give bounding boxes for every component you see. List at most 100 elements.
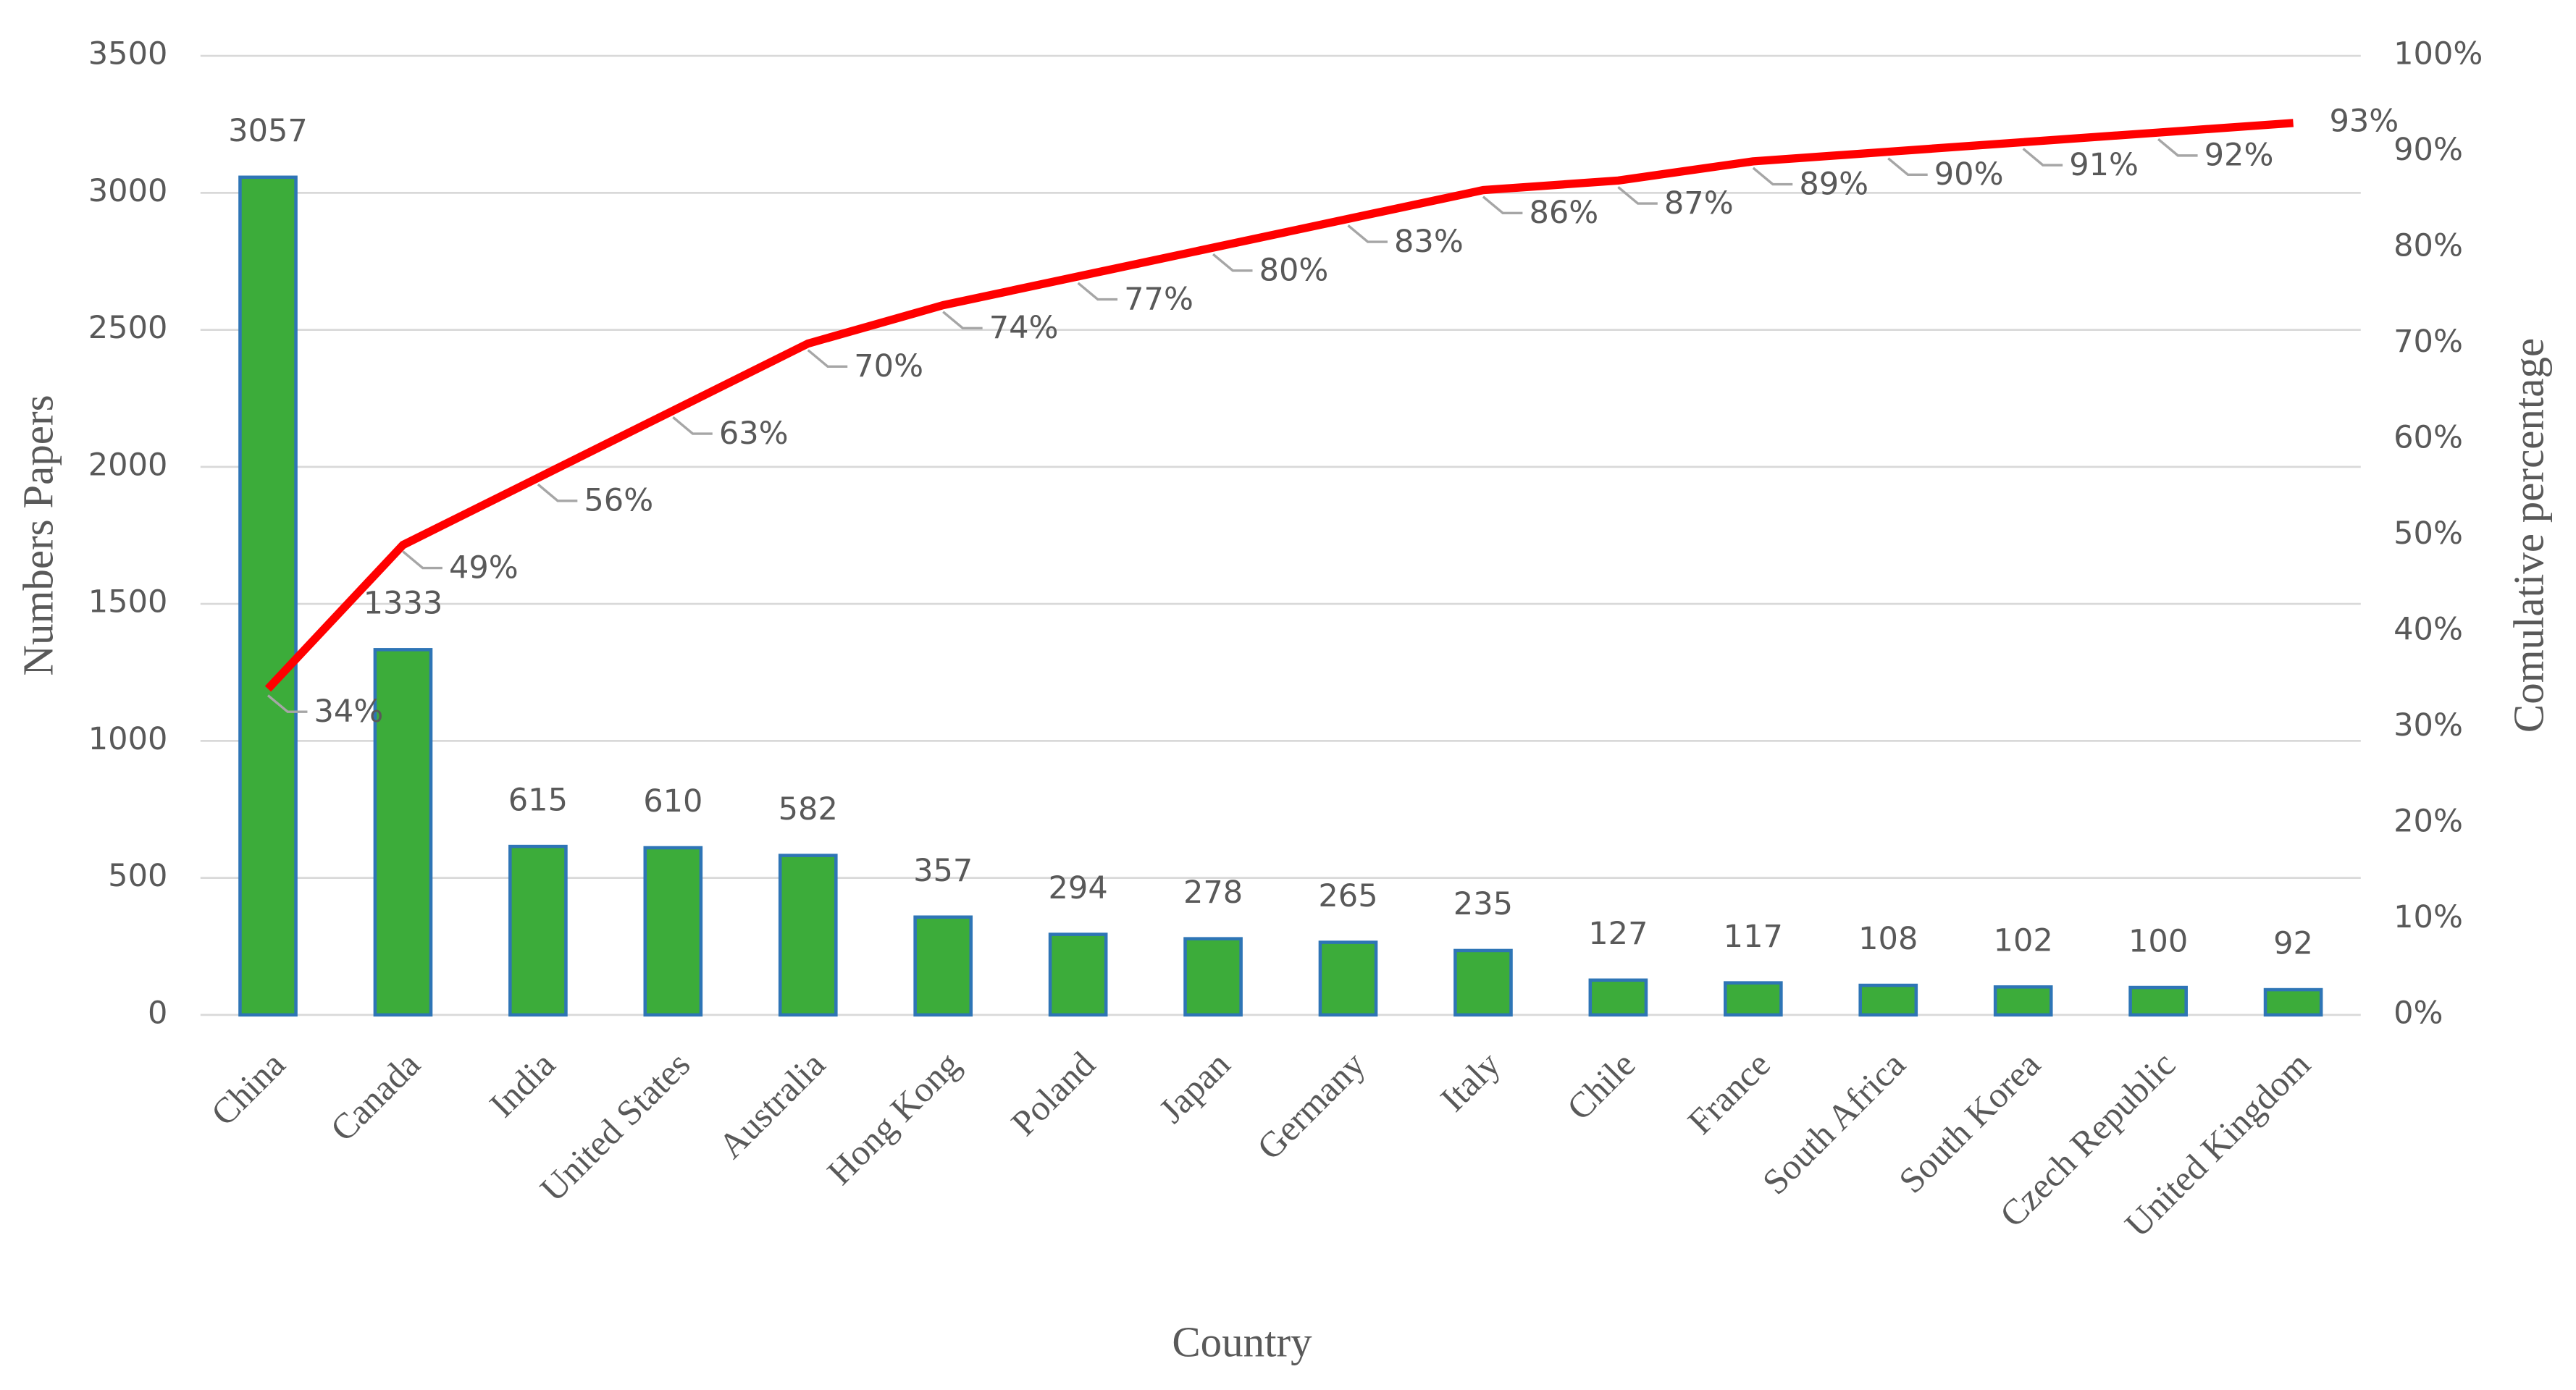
x-axis-title: Country: [1172, 1318, 1312, 1366]
bar: [2128, 985, 2188, 1017]
leader-line: [2157, 138, 2198, 157]
y2-tick-label: 100%: [2394, 36, 2483, 72]
leader-line: [1077, 282, 1118, 301]
x-tick-label: Chile: [1559, 1044, 1642, 1127]
data-label: 83%: [1394, 224, 1464, 260]
data-label: 615: [508, 782, 568, 818]
y2-tick-label: 20%: [2394, 803, 2463, 839]
data-label: 235: [1453, 886, 1513, 922]
y2-tick-label: 60%: [2394, 420, 2463, 456]
data-label: 92: [2273, 925, 2313, 961]
leader-line: [2022, 148, 2063, 167]
data-label: 34%: [314, 694, 384, 730]
data-label: 294: [1049, 870, 1108, 906]
x-tick-label: India: [482, 1044, 563, 1124]
data-label: 77%: [1124, 281, 1193, 317]
bar: [778, 854, 838, 1017]
bar: [1048, 932, 1108, 1017]
data-label: 63%: [719, 416, 789, 452]
leader-line: [537, 483, 578, 502]
data-label: 3057: [228, 113, 308, 149]
y-tick-label: 3500: [88, 36, 168, 72]
data-label: 80%: [1259, 253, 1329, 289]
data-label: 74%: [989, 310, 1059, 346]
bar: [373, 648, 433, 1017]
y-tick-label: 500: [108, 858, 167, 894]
bar: [643, 846, 703, 1017]
leader-line: [807, 349, 848, 368]
data-label: 278: [1183, 875, 1243, 911]
y2-tick-label: 70%: [2394, 324, 2463, 360]
y2-tick-label: 40%: [2394, 611, 2463, 647]
y2-axis-title: Comulative percentage: [2505, 338, 2553, 733]
data-label: 91%: [2069, 147, 2139, 183]
data-label: 86%: [1529, 195, 1598, 231]
bar: [1453, 948, 1513, 1017]
x-tick-label: Poland: [1004, 1044, 1103, 1143]
y-tick-label: 2500: [88, 310, 168, 346]
bar: [1588, 978, 1648, 1017]
x-tick-label: South Africa: [1755, 1044, 1913, 1202]
data-label: 90%: [1934, 156, 2004, 193]
x-tick-label: Japan: [1151, 1044, 1238, 1130]
x-tick-label: Australia: [711, 1044, 833, 1166]
data-label: 102: [1994, 923, 2053, 959]
y2-tick-label: 0%: [2394, 995, 2443, 1031]
y2-tick-label: 80%: [2394, 228, 2463, 264]
leader-line: [1482, 195, 1523, 215]
leader-line: [672, 416, 713, 435]
data-label: 610: [643, 783, 702, 820]
bar: [1723, 981, 1783, 1017]
data-label: 49%: [449, 549, 519, 586]
data-label: 357: [913, 853, 973, 889]
y2-tick-label: 50%: [2394, 515, 2463, 552]
data-label: 100: [2128, 923, 2188, 959]
leader-line: [1212, 253, 1253, 272]
bar: [913, 915, 973, 1017]
data-label: 70%: [854, 348, 923, 384]
bar: [1318, 940, 1378, 1017]
x-tick-label: Germany: [1249, 1044, 1372, 1167]
data-label: 93%: [2329, 103, 2399, 139]
data-label: 56%: [584, 483, 653, 519]
x-tick-label: Hong Kong: [820, 1044, 968, 1192]
y-tick-label: 3000: [88, 173, 168, 209]
y-axis-title: Numbers Papers: [14, 395, 62, 675]
leader-line: [942, 311, 983, 330]
bar: [1993, 985, 2053, 1017]
bar: [2263, 987, 2323, 1017]
leader-line: [1617, 186, 1658, 205]
data-label: 582: [779, 791, 838, 827]
y-tick-label: 1000: [88, 721, 168, 757]
data-label: 92%: [2204, 138, 2274, 174]
leader-line: [402, 550, 442, 570]
y2-tick-label: 10%: [2394, 899, 2463, 935]
bar: [1858, 983, 1918, 1017]
data-label: 127: [1588, 916, 1648, 952]
y2-tick-label: 90%: [2394, 132, 2463, 168]
leader-line: [1887, 157, 1928, 177]
bar: [1183, 937, 1243, 1017]
data-label: 265: [1318, 878, 1377, 914]
data-label: 87%: [1664, 185, 1734, 222]
data-label: 117: [1724, 919, 1783, 955]
leader-line: [1752, 167, 1793, 186]
x-tick-label: Canada: [323, 1044, 428, 1149]
y-tick-label: 1500: [88, 584, 168, 620]
line: [264, 119, 2294, 692]
x-tick-label: France: [1680, 1044, 1778, 1142]
y2-tick-label: 30%: [2394, 707, 2463, 744]
x-tick-label: Italy: [1432, 1044, 1508, 1119]
leader-line: [267, 694, 308, 713]
data-label: 108: [1858, 921, 1918, 957]
y-tick-label: 0: [148, 995, 167, 1031]
leader-line: [1347, 224, 1388, 243]
bar: [238, 175, 298, 1017]
bar: [508, 844, 568, 1017]
y-tick-label: 2000: [88, 447, 168, 483]
data-label: 1333: [364, 586, 443, 622]
x-tick-label: China: [204, 1044, 293, 1133]
data-label: 89%: [1799, 166, 1868, 202]
